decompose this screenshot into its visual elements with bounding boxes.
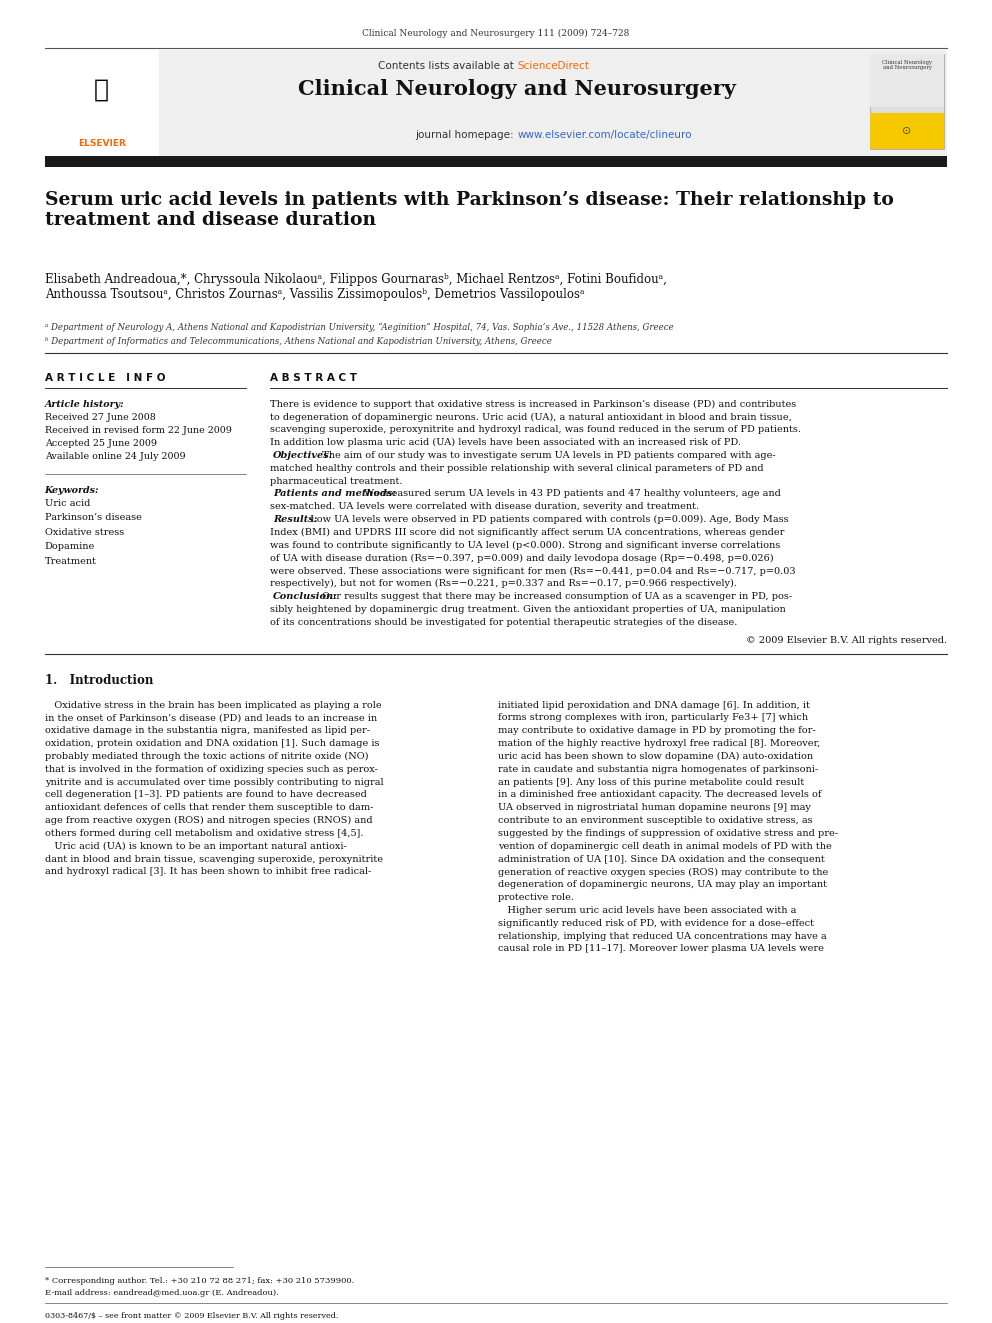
Text: We measured serum UA levels in 43 PD patients and 47 healthy volunteers, age and: We measured serum UA levels in 43 PD pat…	[361, 490, 781, 499]
Text: oxidative damage in the substantia nigra, manifested as lipid per-: oxidative damage in the substantia nigra…	[45, 726, 370, 736]
Text: matched healthy controls and their possible relationship with several clinical p: matched healthy controls and their possi…	[270, 464, 764, 472]
Text: Oxidative stress: Oxidative stress	[45, 528, 124, 537]
Text: dant in blood and brain tissue, scavenging superoxide, peroxynitrite: dant in blood and brain tissue, scavengi…	[45, 855, 383, 864]
FancyBboxPatch shape	[870, 114, 944, 149]
Text: Accepted 25 June 2009: Accepted 25 June 2009	[45, 439, 157, 448]
Text: uric acid has been shown to slow dopamine (DA) auto-oxidation: uric acid has been shown to slow dopamin…	[498, 751, 813, 761]
Text: Index (BMI) and UPDRS III score did not significantly affect serum UA concentrat: Index (BMI) and UPDRS III score did not …	[270, 528, 785, 537]
FancyBboxPatch shape	[870, 54, 944, 149]
Text: ⊙: ⊙	[903, 127, 912, 136]
Text: 0303-8467/$ – see front matter © 2009 Elsevier B.V. All rights reserved.: 0303-8467/$ – see front matter © 2009 El…	[45, 1312, 338, 1320]
Text: Results:: Results:	[274, 515, 317, 524]
Text: 1.   Introduction: 1. Introduction	[45, 675, 153, 687]
Text: 🌲: 🌲	[94, 78, 109, 102]
Text: were observed. These associations were significant for men (Rs=−0.441, p=0.04 an: were observed. These associations were s…	[270, 566, 796, 576]
Text: administration of UA [10]. Since DA oxidation and the consequent: administration of UA [10]. Since DA oxid…	[498, 855, 824, 864]
Text: to degeneration of dopaminergic neurons. Uric acid (UA), a natural antioxidant i: to degeneration of dopaminergic neurons.…	[270, 413, 792, 422]
FancyBboxPatch shape	[45, 50, 159, 156]
Text: relationship, implying that reduced UA concentrations may have a: relationship, implying that reduced UA c…	[498, 931, 826, 941]
Text: Treatment: Treatment	[45, 557, 96, 566]
Text: ELSEVIER: ELSEVIER	[77, 139, 126, 148]
Text: E-mail address: eandread@med.uoa.gr (E. Andreadou).: E-mail address: eandread@med.uoa.gr (E. …	[45, 1289, 279, 1297]
Text: may contribute to oxidative damage in PD by promoting the for-: may contribute to oxidative damage in PD…	[498, 726, 815, 736]
Text: Conclusion:: Conclusion:	[274, 593, 338, 601]
Text: initiated lipid peroxidation and DNA damage [6]. In addition, it: initiated lipid peroxidation and DNA dam…	[498, 701, 809, 709]
Text: ynitrite and is accumulated over time possibly contributing to nigral: ynitrite and is accumulated over time po…	[45, 778, 383, 787]
Text: age from reactive oxygen (ROS) and nitrogen species (RNOS) and: age from reactive oxygen (ROS) and nitro…	[45, 816, 372, 826]
Text: respectively), but not for women (Rs=−0.221, p=0.337 and Rs=−0.17, p=0.966 respe: respectively), but not for women (Rs=−0.…	[270, 579, 737, 589]
Text: forms strong complexes with iron, particularly Fe3+ [7] which: forms strong complexes with iron, partic…	[498, 713, 808, 722]
Text: www.elsevier.com/locate/clineuro: www.elsevier.com/locate/clineuro	[518, 130, 691, 140]
Text: contribute to an environment susceptible to oxidative stress, as: contribute to an environment susceptible…	[498, 816, 812, 826]
Text: Elisabeth Andreadoua,*, Chryssoula Nikolaouᵃ, Filippos Gournarasᵇ, Michael Rentz: Elisabeth Andreadoua,*, Chryssoula Nikol…	[45, 273, 667, 300]
Text: an patients [9]. Any loss of this purine metabolite could result: an patients [9]. Any loss of this purine…	[498, 778, 805, 787]
Text: Available online 24 July 2009: Available online 24 July 2009	[45, 452, 186, 462]
Text: Keywords:: Keywords:	[45, 486, 99, 495]
Text: ᵃ Department of Neurology A, Athens National and Kapodistrian University, “Aegin: ᵃ Department of Neurology A, Athens Nati…	[45, 323, 674, 332]
Text: Contents lists available at: Contents lists available at	[378, 61, 518, 71]
Text: ScienceDirect: ScienceDirect	[518, 61, 589, 71]
Text: in the onset of Parkinson’s disease (PD) and leads to an increase in: in the onset of Parkinson’s disease (PD)…	[45, 713, 377, 722]
Text: in a diminished free antioxidant capacity. The decreased levels of: in a diminished free antioxidant capacit…	[498, 791, 821, 799]
Text: ᵇ Department of Informatics and Telecommunications, Athens National and Kapodist: ᵇ Department of Informatics and Telecomm…	[45, 337, 552, 347]
Text: cell degeneration [1–3]. PD patients are found to have decreased: cell degeneration [1–3]. PD patients are…	[45, 791, 366, 799]
Text: rate in caudate and substantia nigra homogenates of parkinsoni-: rate in caudate and substantia nigra hom…	[498, 765, 818, 774]
Text: sibly heightened by dopaminergic drug treatment. Given the antioxidant propertie: sibly heightened by dopaminergic drug tr…	[270, 605, 786, 614]
Text: UA observed in nigrostriatal human dopamine neurons [9] may: UA observed in nigrostriatal human dopam…	[498, 803, 810, 812]
Text: Clinical Neurology
and Neurosurgery: Clinical Neurology and Neurosurgery	[882, 60, 932, 70]
Text: was found to contribute significantly to UA level (p<0.000). Strong and signific: was found to contribute significantly to…	[270, 541, 780, 550]
Text: Our results suggest that there may be increased consumption of UA as a scavenger: Our results suggest that there may be in…	[319, 593, 793, 601]
Text: Low UA levels were observed in PD patients compared with controls (p=0.009). Age: Low UA levels were observed in PD patien…	[307, 515, 789, 524]
Text: Uric acid: Uric acid	[45, 499, 90, 508]
Text: © 2009 Elsevier B.V. All rights reserved.: © 2009 Elsevier B.V. All rights reserved…	[746, 636, 947, 644]
Text: Uric acid (UA) is known to be an important natural antioxi-: Uric acid (UA) is known to be an importa…	[45, 841, 346, 851]
Text: In addition low plasma uric acid (UA) levels have been associated with an increa: In addition low plasma uric acid (UA) le…	[270, 438, 741, 447]
Text: antioxidant defences of cells that render them susceptible to dam-: antioxidant defences of cells that rende…	[45, 803, 373, 812]
Text: Serum uric acid levels in patients with Parkinson’s disease: Their relationship : Serum uric acid levels in patients with …	[45, 191, 894, 229]
Text: Dopamine: Dopamine	[45, 542, 95, 552]
Text: A B S T R A C T: A B S T R A C T	[270, 373, 357, 384]
Text: of its concentrations should be investigated for potential therapeutic strategie: of its concentrations should be investig…	[270, 618, 737, 627]
Text: scavenging superoxide, peroxynitrite and hydroxyl radical, was found reduced in : scavenging superoxide, peroxynitrite and…	[270, 425, 801, 434]
Text: of UA with disease duration (Rs=−0.397, p=0.009) and daily levodopa dosage (Rp=−: of UA with disease duration (Rs=−0.397, …	[270, 553, 774, 562]
Text: significantly reduced risk of PD, with evidence for a dose–effect: significantly reduced risk of PD, with e…	[498, 919, 814, 927]
FancyBboxPatch shape	[870, 54, 944, 107]
Text: suggested by the findings of suppression of oxidative stress and pre-: suggested by the findings of suppression…	[498, 830, 838, 837]
Text: Clinical Neurology and Neurosurgery 111 (2009) 724–728: Clinical Neurology and Neurosurgery 111 …	[362, 29, 630, 38]
Text: degeneration of dopaminergic neurons, UA may play an important: degeneration of dopaminergic neurons, UA…	[498, 880, 827, 889]
Text: vention of dopaminergic cell death in animal models of PD with the: vention of dopaminergic cell death in an…	[498, 841, 831, 851]
Text: and hydroxyl radical [3]. It has been shown to inhibit free radical-: and hydroxyl radical [3]. It has been sh…	[45, 868, 371, 877]
Text: that is involved in the formation of oxidizing species such as perox-: that is involved in the formation of oxi…	[45, 765, 378, 774]
Text: Article history:: Article history:	[45, 400, 124, 409]
Text: sex-matched. UA levels were correlated with disease duration, severity and treat: sex-matched. UA levels were correlated w…	[270, 503, 699, 511]
Text: others formed during cell metabolism and oxidative stress [4,5].: others formed during cell metabolism and…	[45, 830, 363, 837]
Text: Received 27 June 2008: Received 27 June 2008	[45, 413, 156, 422]
Text: causal role in PD [11–17]. Moreover lower plasma UA levels were: causal role in PD [11–17]. Moreover lowe…	[498, 945, 824, 954]
Text: Oxidative stress in the brain has been implicated as playing a role: Oxidative stress in the brain has been i…	[45, 701, 381, 709]
Text: probably mediated through the toxic actions of nitrite oxide (NO): probably mediated through the toxic acti…	[45, 751, 368, 761]
Text: mation of the highly reactive hydroxyl free radical [8]. Moreover,: mation of the highly reactive hydroxyl f…	[498, 740, 820, 749]
Text: Patients and methods:: Patients and methods:	[274, 490, 397, 499]
Text: Higher serum uric acid levels have been associated with a: Higher serum uric acid levels have been …	[498, 906, 797, 916]
Text: protective role.: protective role.	[498, 893, 574, 902]
Text: Objectives:: Objectives:	[274, 451, 333, 460]
Text: Parkinson’s disease: Parkinson’s disease	[45, 513, 142, 523]
Text: * Corresponding author. Tel.: +30 210 72 88 271; fax: +30 210 5739900.: * Corresponding author. Tel.: +30 210 72…	[45, 1277, 354, 1285]
Text: Received in revised form 22 June 2009: Received in revised form 22 June 2009	[45, 426, 231, 435]
FancyBboxPatch shape	[45, 50, 947, 156]
Text: There is evidence to support that oxidative stress is increased in Parkinson’s d: There is evidence to support that oxidat…	[270, 400, 796, 409]
Text: journal homepage:: journal homepage:	[416, 130, 518, 140]
Text: generation of reactive oxygen species (ROS) may contribute to the: generation of reactive oxygen species (R…	[498, 868, 828, 877]
FancyBboxPatch shape	[45, 156, 947, 167]
Text: A R T I C L E   I N F O: A R T I C L E I N F O	[45, 373, 165, 384]
Text: The aim of our study was to investigate serum UA levels in PD patients compared : The aim of our study was to investigate …	[319, 451, 776, 460]
Text: oxidation, protein oxidation and DNA oxidation [1]. Such damage is: oxidation, protein oxidation and DNA oxi…	[45, 740, 379, 749]
Text: pharmaceutical treatment.: pharmaceutical treatment.	[270, 476, 403, 486]
Text: Clinical Neurology and Neurosurgery: Clinical Neurology and Neurosurgery	[299, 79, 736, 99]
